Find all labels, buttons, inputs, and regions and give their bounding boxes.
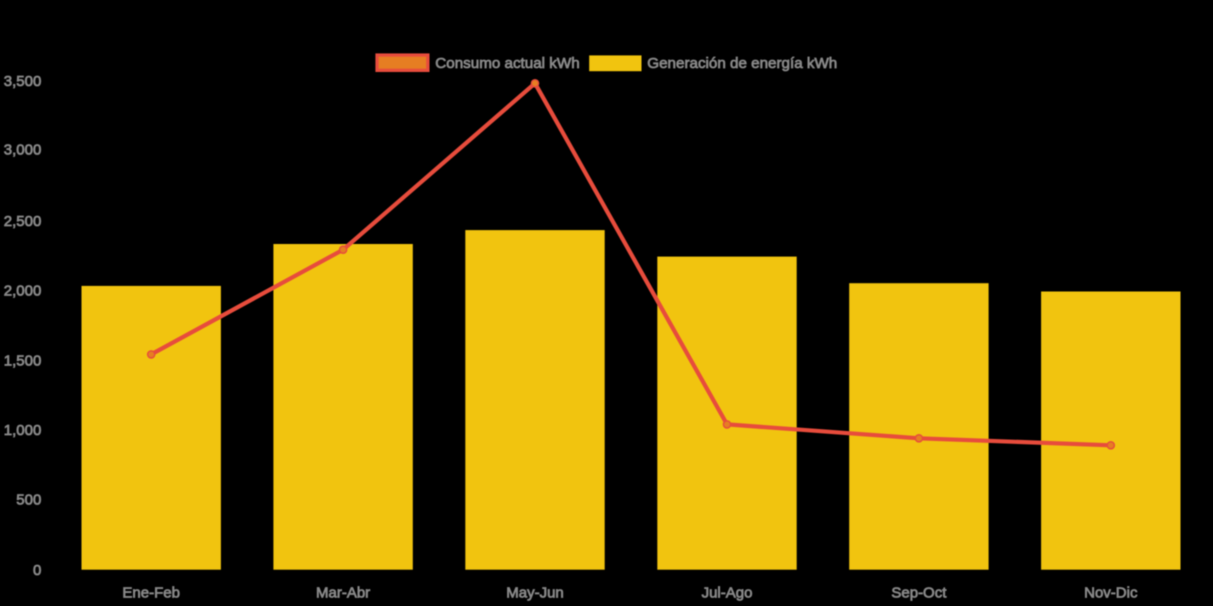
svg-text:Sep-Oct: Sep-Oct bbox=[891, 585, 947, 602]
svg-text:Mar-Abr: Mar-Abr bbox=[316, 585, 370, 602]
svg-text:2,000: 2,000 bbox=[4, 282, 42, 299]
svg-text:Ene-Feb: Ene-Feb bbox=[122, 585, 180, 602]
svg-text:Generación de energía kWh: Generación de energía kWh bbox=[647, 55, 837, 72]
svg-text:1,000: 1,000 bbox=[4, 422, 42, 439]
svg-text:Jul-Ago: Jul-Ago bbox=[702, 585, 753, 602]
svg-text:May-Jun: May-Jun bbox=[506, 585, 564, 602]
svg-text:500: 500 bbox=[16, 492, 41, 509]
svg-text:3,000: 3,000 bbox=[4, 142, 42, 159]
svg-text:2,500: 2,500 bbox=[4, 213, 42, 230]
svg-text:Nov-Dic: Nov-Dic bbox=[1084, 585, 1138, 602]
svg-text:1,500: 1,500 bbox=[4, 353, 42, 370]
svg-text:3,500: 3,500 bbox=[4, 73, 42, 90]
svg-text:Consumo actual kWh: Consumo actual kWh bbox=[435, 55, 579, 72]
svg-text:0: 0 bbox=[33, 562, 41, 579]
